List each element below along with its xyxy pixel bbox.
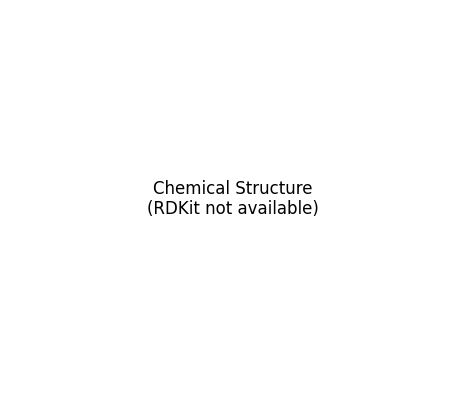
Text: Chemical Structure
(RDKit not available): Chemical Structure (RDKit not available) xyxy=(147,180,319,218)
